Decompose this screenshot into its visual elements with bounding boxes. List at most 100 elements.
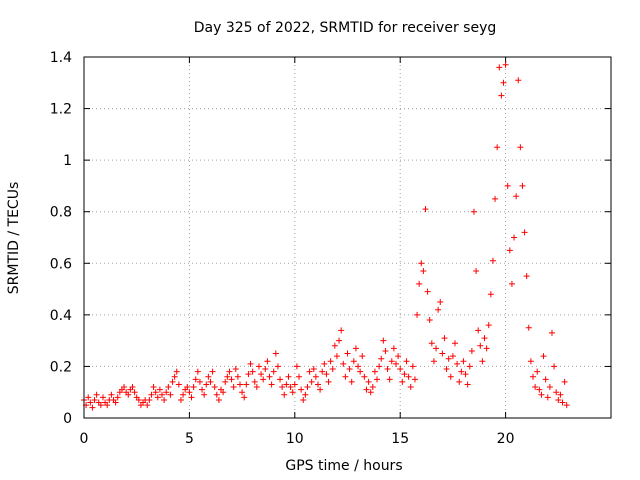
y-tick-label: 0.6 bbox=[50, 256, 72, 272]
data-point bbox=[336, 337, 343, 344]
data-point bbox=[192, 376, 199, 383]
data-point bbox=[470, 208, 477, 215]
data-point bbox=[544, 394, 551, 401]
data-point bbox=[452, 340, 459, 347]
data-point bbox=[532, 384, 539, 391]
data-point bbox=[475, 327, 482, 334]
data-point bbox=[479, 358, 486, 365]
data-point bbox=[154, 394, 161, 401]
data-point bbox=[87, 399, 94, 406]
data-point bbox=[557, 391, 564, 398]
data-point bbox=[321, 360, 328, 367]
data-point bbox=[418, 260, 425, 267]
data-point bbox=[104, 402, 111, 409]
data-point bbox=[506, 247, 513, 254]
data-point bbox=[190, 384, 197, 391]
data-point bbox=[298, 386, 305, 393]
data-point bbox=[399, 378, 406, 385]
data-point bbox=[236, 381, 243, 388]
data-point bbox=[281, 391, 288, 398]
data-point bbox=[477, 342, 484, 349]
data-point bbox=[559, 399, 566, 406]
data-point bbox=[234, 373, 241, 380]
y-tick-label: 0.2 bbox=[50, 359, 72, 375]
data-point bbox=[414, 311, 421, 318]
data-point bbox=[203, 381, 210, 388]
data-point bbox=[91, 396, 98, 403]
x-tick-label: 20 bbox=[497, 431, 515, 447]
data-point bbox=[460, 358, 467, 365]
data-point bbox=[397, 366, 404, 373]
data-point bbox=[268, 381, 275, 388]
data-point bbox=[163, 389, 170, 396]
data-point bbox=[344, 350, 351, 357]
data-point bbox=[230, 384, 237, 391]
data-point bbox=[430, 358, 437, 365]
data-point bbox=[333, 353, 340, 360]
data-point bbox=[420, 268, 427, 275]
data-point bbox=[483, 345, 490, 352]
data-point bbox=[428, 340, 435, 347]
data-point bbox=[302, 391, 309, 398]
data-point bbox=[249, 368, 256, 375]
data-point bbox=[348, 378, 355, 385]
data-point bbox=[293, 363, 300, 370]
data-point bbox=[205, 373, 212, 380]
data-point bbox=[310, 366, 317, 373]
data-point bbox=[201, 391, 208, 398]
data-point bbox=[169, 378, 176, 385]
data-point bbox=[384, 366, 391, 373]
axis-ticks: 0 0.2 0.4 0.6 0.8 1 1.2 1.4 0 5 10 15 20 bbox=[50, 50, 611, 447]
data-point bbox=[525, 324, 532, 331]
data-point bbox=[426, 317, 433, 324]
y-tick-label: 0.8 bbox=[50, 205, 72, 221]
data-point bbox=[473, 268, 480, 275]
data-point bbox=[443, 366, 450, 373]
data-point bbox=[167, 391, 174, 398]
data-point bbox=[468, 347, 475, 354]
data-point bbox=[226, 368, 233, 375]
y-tick-label: 0 bbox=[63, 411, 72, 427]
data-point bbox=[266, 373, 273, 380]
data-point bbox=[222, 378, 229, 385]
data-point bbox=[255, 363, 262, 370]
data-point bbox=[534, 368, 541, 375]
data-point bbox=[283, 381, 290, 388]
data-point bbox=[121, 384, 128, 391]
data-point bbox=[386, 376, 393, 383]
data-series bbox=[81, 61, 570, 411]
data-point bbox=[392, 360, 399, 367]
data-point bbox=[247, 360, 254, 367]
data-point bbox=[390, 345, 397, 352]
data-point bbox=[135, 396, 142, 403]
data-point bbox=[150, 384, 157, 391]
data-point bbox=[148, 391, 155, 398]
data-point bbox=[165, 384, 172, 391]
data-point bbox=[264, 358, 271, 365]
data-point bbox=[173, 368, 180, 375]
x-axis-label: GPS time / hours bbox=[285, 458, 402, 474]
data-point bbox=[517, 144, 524, 151]
data-point bbox=[369, 384, 376, 391]
data-point bbox=[458, 368, 465, 375]
data-point bbox=[352, 345, 359, 352]
data-point bbox=[89, 404, 96, 411]
data-point bbox=[228, 376, 235, 383]
data-point bbox=[424, 288, 431, 295]
data-point bbox=[519, 182, 526, 189]
data-point bbox=[188, 394, 195, 401]
data-point bbox=[270, 368, 277, 375]
data-point bbox=[279, 384, 286, 391]
x-tick-label: 15 bbox=[391, 431, 409, 447]
data-point bbox=[253, 384, 260, 391]
data-point bbox=[530, 373, 537, 380]
data-point bbox=[260, 376, 267, 383]
data-point bbox=[108, 391, 115, 398]
y-tick-label: 1.2 bbox=[50, 102, 72, 118]
data-point bbox=[171, 373, 178, 380]
data-point bbox=[546, 384, 553, 391]
data-point bbox=[374, 376, 381, 383]
data-point bbox=[262, 366, 269, 373]
data-point bbox=[422, 206, 429, 213]
